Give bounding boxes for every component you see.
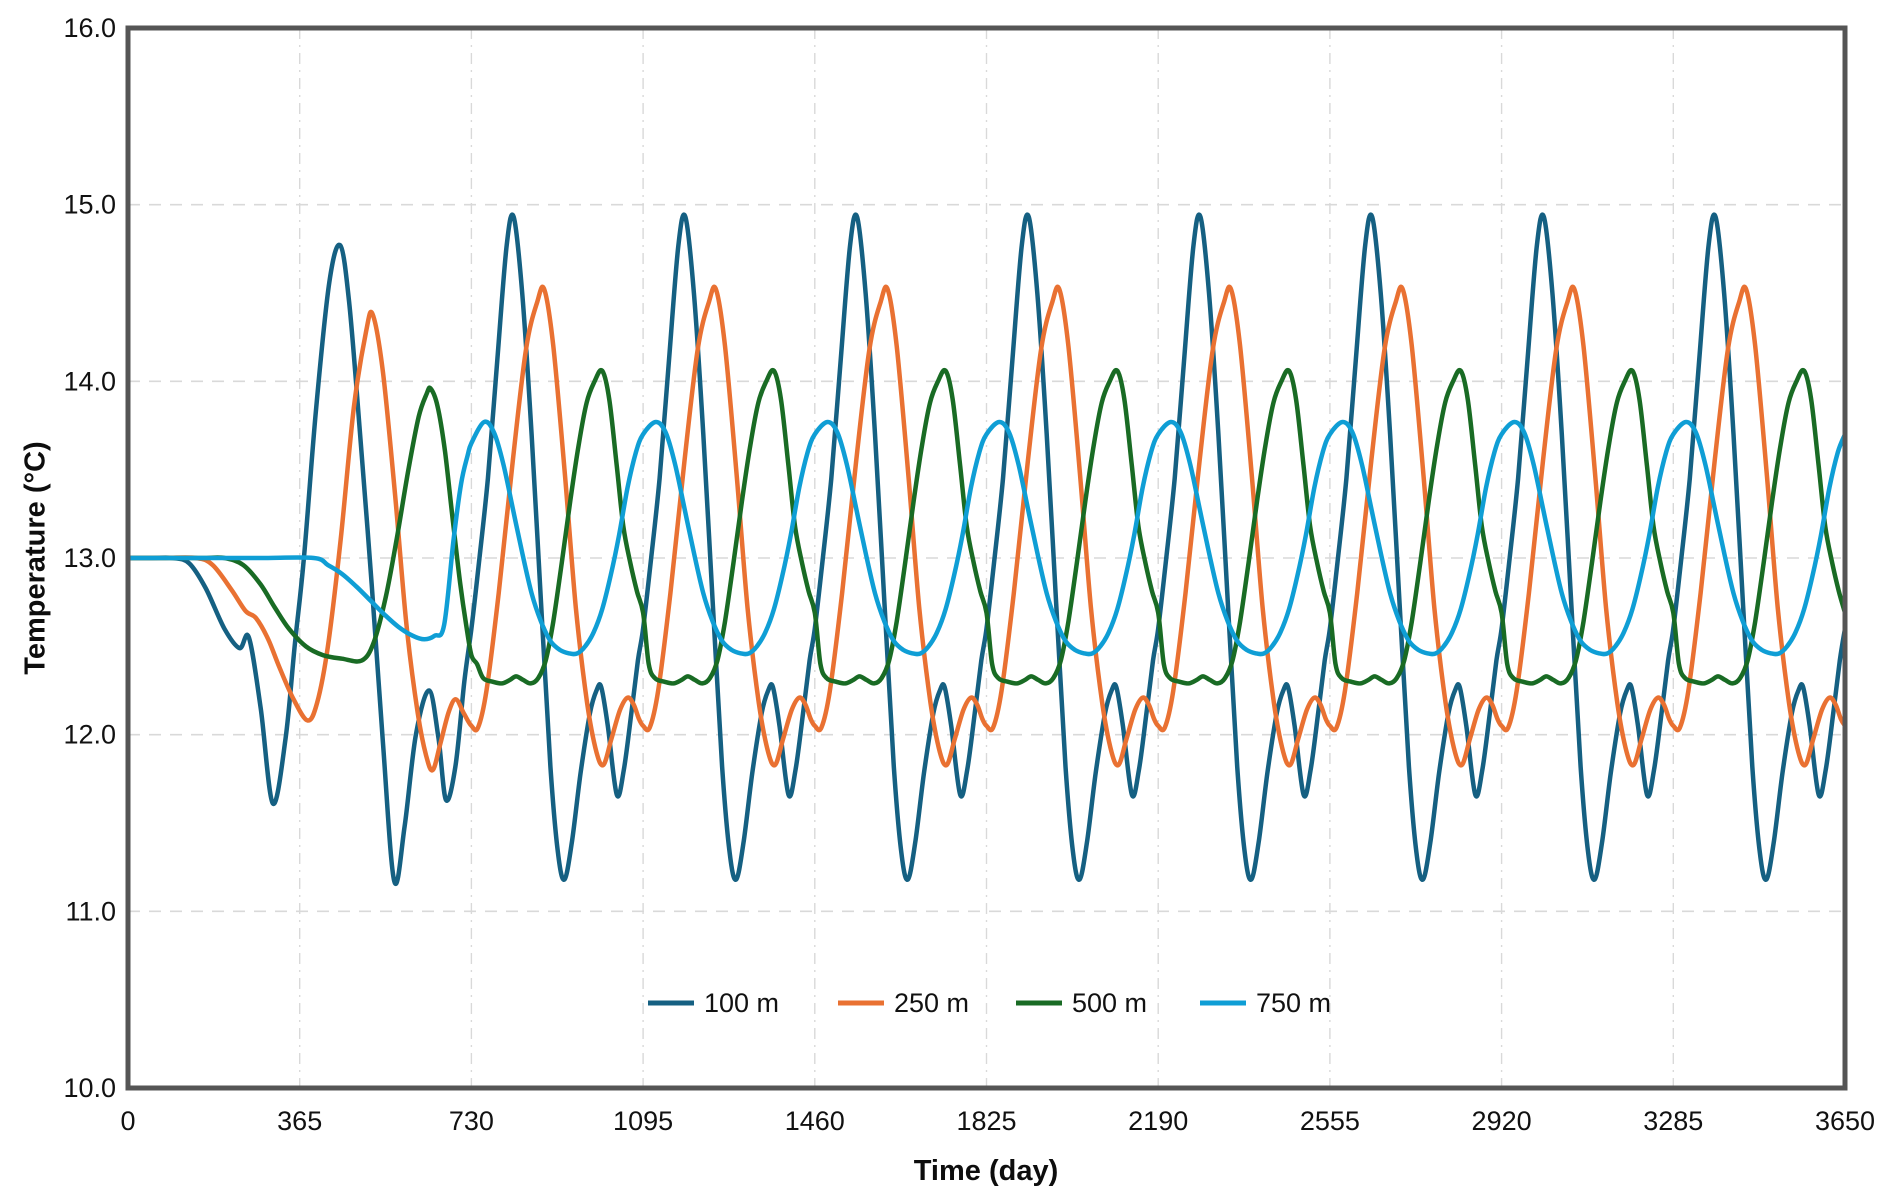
x-tick-labels: 0 365 730 1095 1460 1825 2190 2555 2920 3285 3650 [120, 1106, 1875, 1136]
legend-item-250m: 250 m [838, 988, 969, 1018]
x-tick-label: 1825 [956, 1106, 1016, 1136]
y-axis-title: Temperature (°C) [19, 441, 52, 675]
y-tick-label: 11.0 [65, 896, 116, 926]
y-tick-label: 15.0 [63, 190, 116, 220]
x-tick-label: 1460 [785, 1106, 845, 1136]
x-tick-label: 3650 [1815, 1106, 1875, 1136]
legend-item-100m: 100 m [648, 988, 779, 1018]
legend-item-750m: 750 m [1200, 988, 1331, 1018]
x-axis-title: Time (day) [913, 1155, 1059, 1187]
y-tick-label: 16.0 [63, 13, 116, 43]
series-line-750m [128, 419, 1845, 657]
x-tick-label: 3285 [1643, 1106, 1703, 1136]
y-tick-label: 10.0 [63, 1073, 116, 1103]
y-tick-label: 14.0 [63, 366, 116, 396]
x-tick-label: 2555 [1300, 1106, 1360, 1136]
x-tick-label: 1095 [613, 1106, 673, 1136]
plot-border [125, 25, 1848, 1091]
gridlines [128, 28, 1845, 1088]
x-tick-label: 2190 [1128, 1106, 1188, 1136]
legend-label: 100 m [704, 988, 779, 1018]
series-line-500m [128, 367, 1845, 686]
legend-label: 250 m [894, 988, 969, 1018]
y-tick-label: 12.0 [63, 720, 116, 750]
x-tick-label: 730 [449, 1106, 494, 1136]
chart-legend: 100 m 250 m 500 m 750 m [648, 988, 1331, 1018]
legend-label: 750 m [1256, 988, 1331, 1018]
x-tick-label: 0 [120, 1106, 135, 1136]
x-tick-label: 2920 [1472, 1106, 1532, 1136]
series-lines [128, 212, 1845, 887]
series-line-100m [128, 212, 1845, 887]
y-tick-label: 13.0 [63, 543, 116, 573]
legend-label: 500 m [1072, 988, 1147, 1018]
series-line-250m [128, 284, 1845, 773]
x-tick-label: 365 [277, 1106, 322, 1136]
plot-frame [125, 25, 1848, 1091]
y-tick-labels: 10.0 11.0 12.0 13.0 14.0 15.0 16.0 [63, 13, 116, 1103]
legend-item-500m: 500 m [1016, 988, 1147, 1018]
